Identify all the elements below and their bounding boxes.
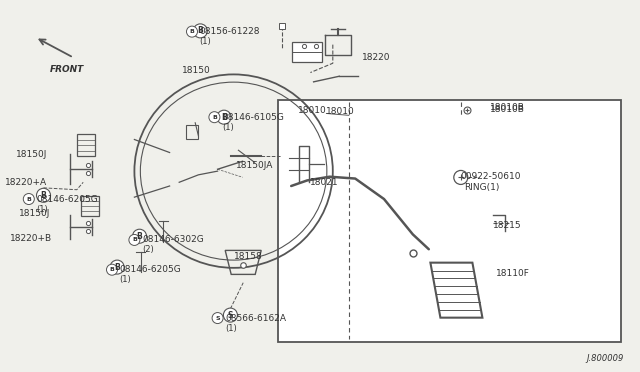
Text: 18021: 18021 [310, 178, 339, 187]
Text: B: B [132, 237, 137, 243]
Text: S: S [215, 315, 220, 321]
Text: 18010: 18010 [298, 106, 326, 115]
Text: 08146-6205G: 08146-6205G [36, 195, 98, 203]
Text: 18220+B: 18220+B [10, 234, 52, 243]
Circle shape [36, 188, 51, 202]
Text: (1): (1) [225, 324, 237, 333]
FancyBboxPatch shape [292, 42, 321, 62]
Text: 08146-6205G: 08146-6205G [120, 265, 181, 274]
Text: 18158: 18158 [234, 252, 262, 261]
Circle shape [106, 264, 118, 275]
Text: 18150JA: 18150JA [236, 161, 273, 170]
Text: 00922-50610: 00922-50610 [461, 172, 522, 181]
Circle shape [209, 112, 220, 123]
Text: B: B [137, 232, 142, 241]
Circle shape [193, 24, 207, 38]
Circle shape [223, 308, 237, 322]
Text: B: B [221, 113, 227, 122]
Text: J.800009: J.800009 [587, 355, 624, 363]
Text: 18150J: 18150J [16, 150, 47, 159]
Bar [278, 100, 621, 342]
Text: (1): (1) [200, 37, 211, 46]
Text: (1): (1) [36, 205, 48, 214]
Text: RING(1): RING(1) [464, 183, 499, 192]
Text: B: B [26, 196, 31, 202]
Text: 18215: 18215 [493, 221, 522, 230]
Circle shape [110, 260, 124, 274]
Text: B: B [189, 29, 195, 34]
Text: 18010: 18010 [326, 107, 355, 116]
Text: 18150: 18150 [182, 66, 211, 75]
Circle shape [23, 193, 35, 205]
Circle shape [217, 110, 231, 124]
Circle shape [129, 234, 140, 246]
Text: 18010B: 18010B [490, 103, 524, 112]
Text: S: S [228, 311, 233, 320]
Text: (2): (2) [142, 246, 154, 254]
Text: B: B [212, 115, 217, 120]
Circle shape [132, 229, 147, 243]
Circle shape [186, 26, 198, 37]
Text: 18110F: 18110F [496, 269, 530, 278]
Text: B: B [198, 26, 203, 35]
Text: 08146-6302G: 08146-6302G [142, 235, 204, 244]
Bar [77, 134, 95, 156]
Circle shape [212, 312, 223, 324]
Bar [81, 196, 99, 217]
Text: 08566-6162A: 08566-6162A [225, 314, 286, 323]
Text: 08156-61228: 08156-61228 [200, 27, 260, 36]
Text: 18010B: 18010B [490, 105, 524, 114]
Text: B: B [115, 263, 120, 272]
Text: FRONT: FRONT [50, 65, 84, 74]
Text: 18220: 18220 [362, 53, 390, 62]
Text: (1): (1) [222, 123, 234, 132]
Text: 18220+A: 18220+A [5, 178, 47, 187]
Text: B: B [109, 267, 115, 272]
Bar [186, 125, 198, 139]
Text: 18150J: 18150J [19, 209, 51, 218]
Text: 08146-6105G: 08146-6105G [222, 113, 284, 122]
Text: (1): (1) [120, 275, 131, 284]
Text: B: B [41, 191, 46, 200]
